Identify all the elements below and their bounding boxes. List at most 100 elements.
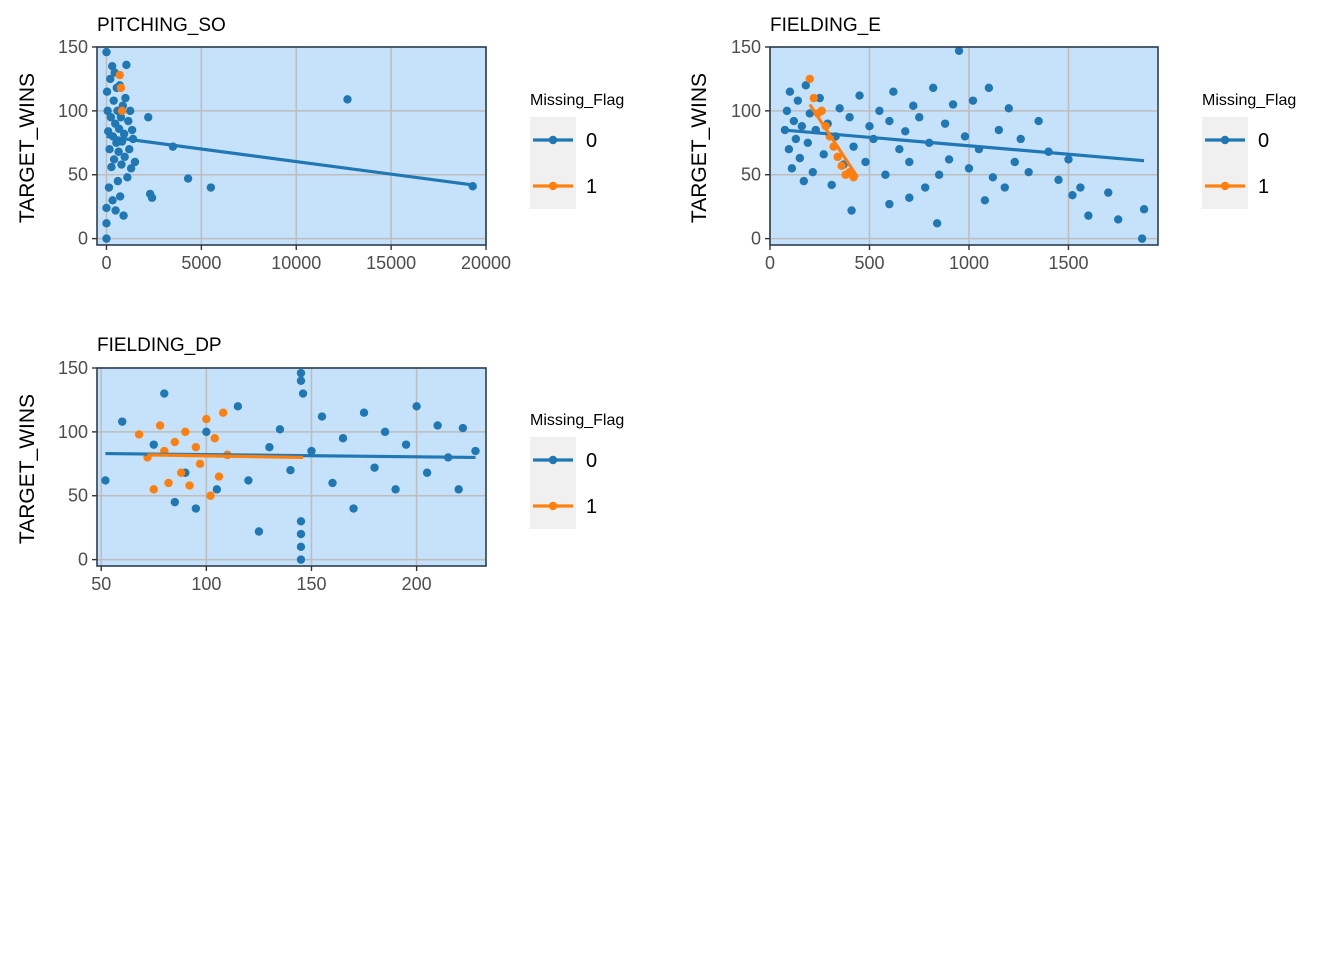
data-point: [296, 376, 306, 385]
data-point: [202, 414, 211, 424]
data-point: [433, 421, 442, 430]
data-point: [125, 144, 134, 154]
data-point: [849, 142, 858, 151]
data-point: [307, 446, 316, 456]
data-point: [805, 109, 814, 118]
plot-area: [102, 47, 477, 243]
data-point: [296, 529, 306, 539]
data-point: [809, 93, 818, 103]
panel-background: [97, 47, 486, 245]
panel-1: FIELDING_E 0 500 1000 1500 0 50 100 150 TARGET_WI…: [688, 15, 1296, 273]
x-tick-label: 1500: [1048, 253, 1088, 273]
data-point: [202, 427, 211, 437]
y-tick-label: 0: [78, 229, 88, 249]
data-point: [885, 116, 894, 126]
data-point: [944, 155, 954, 164]
data-point: [233, 402, 243, 411]
data-point: [1068, 190, 1077, 200]
trend-line: [147, 453, 304, 460]
legend-label: 1: [1258, 176, 1269, 198]
data-point: [1024, 167, 1033, 177]
data-point: [349, 504, 358, 513]
data-point: [111, 206, 120, 215]
data-point: [1076, 183, 1085, 192]
data-point: [994, 125, 1004, 135]
legend-label: 1: [586, 176, 597, 198]
data-point: [980, 196, 990, 205]
y-tick-label: 50: [68, 165, 88, 185]
data-point: [827, 180, 836, 190]
data-point: [195, 459, 205, 469]
data-point: [1104, 188, 1113, 197]
data-point: [107, 61, 117, 71]
data-point: [905, 157, 914, 167]
panel-title: FIELDING_DP: [97, 335, 222, 356]
data-point: [785, 87, 795, 96]
y-tick-label: 150: [731, 37, 761, 57]
data-point: [176, 468, 186, 477]
data-point: [130, 157, 140, 167]
data-point: [845, 113, 854, 122]
data-point: [1139, 205, 1149, 214]
y-tick-label: 50: [741, 165, 761, 185]
data-point: [118, 417, 127, 426]
x-tick-label: 20000: [461, 253, 511, 273]
data-point: [928, 83, 938, 93]
y-tick-label: 100: [58, 422, 88, 442]
data-point: [317, 412, 327, 421]
data-point: [784, 144, 794, 154]
data-point: [121, 93, 130, 103]
data-point: [102, 219, 111, 228]
x-tick-label: 200: [402, 574, 432, 594]
plot-area: [780, 47, 1149, 243]
data-point: [147, 193, 157, 202]
y-tick-label: 0: [78, 550, 88, 570]
data-point: [837, 161, 846, 170]
data-point: [799, 176, 809, 186]
data-point: [102, 203, 111, 213]
data-point: [885, 199, 894, 209]
data-point: [988, 173, 998, 182]
data-point: [787, 164, 797, 173]
data-point: [968, 96, 978, 105]
data-point: [218, 408, 228, 417]
x-tick-label: 1000: [949, 253, 989, 273]
data-point: [895, 144, 904, 154]
data-point: [170, 437, 179, 447]
legend-key-point: [1220, 135, 1230, 145]
data-point: [791, 134, 801, 144]
data-point: [116, 113, 126, 122]
x-tick-label: 50: [91, 574, 111, 594]
data-point: [861, 157, 870, 167]
data-point: [1000, 183, 1009, 192]
data-point: [370, 463, 379, 472]
y-axis-label: TARGET_WINS: [16, 394, 39, 544]
data-point: [102, 234, 111, 243]
data-point: [921, 183, 930, 192]
x-tick-label: 0: [101, 253, 111, 273]
data-point: [359, 408, 369, 417]
data-point: [380, 427, 390, 437]
data-point: [1010, 157, 1019, 167]
trend-line: [783, 128, 1145, 163]
data-point: [286, 465, 295, 475]
data-point: [160, 389, 169, 398]
data-point: [107, 162, 116, 172]
data-point: [117, 160, 126, 169]
data-point: [881, 170, 890, 179]
trend-line: [106, 134, 473, 187]
data-point: [833, 152, 842, 162]
plot-area: [101, 368, 480, 564]
data-point: [214, 472, 224, 481]
data-point: [144, 113, 153, 122]
data-point: [210, 434, 219, 443]
data-point: [122, 60, 131, 70]
data-point: [155, 421, 165, 430]
data-point: [212, 485, 222, 494]
x-tick-label: 150: [296, 574, 326, 594]
data-point: [115, 70, 124, 80]
data-point: [458, 423, 468, 433]
data-point: [1137, 234, 1147, 243]
data-point: [191, 504, 201, 513]
